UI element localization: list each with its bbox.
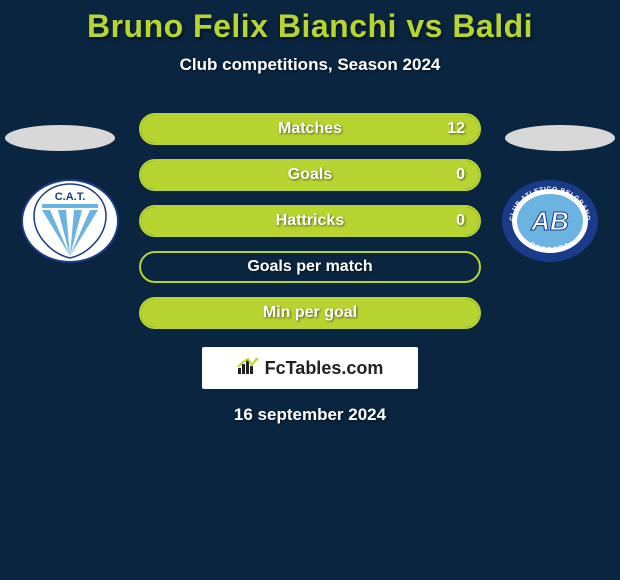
stat-row: Hattricks 0	[139, 205, 481, 237]
stat-label: Hattricks	[276, 212, 344, 230]
stat-row: Matches 12	[139, 113, 481, 145]
logo-text: FcTables.com	[265, 358, 384, 379]
stat-label: Matches	[278, 120, 342, 138]
fctables-logo[interactable]: FcTables.com	[202, 347, 418, 389]
club-badge-right: CLUB ATLETICO BELGRANO CORDOBA AB	[500, 178, 600, 264]
stat-value: 0	[456, 212, 465, 230]
player-left-oval	[5, 125, 115, 151]
player-right-oval	[505, 125, 615, 151]
badge-left-text: C.A.T.	[55, 191, 86, 203]
club-badge-left: C.A.T.	[20, 178, 120, 264]
stat-row: Min per goal	[139, 297, 481, 329]
comparison-card: Bruno Felix Bianchi vs Baldi Club compet…	[0, 0, 620, 580]
bar-chart-icon	[237, 356, 259, 381]
stat-value: 12	[447, 120, 465, 138]
page-title: Bruno Felix Bianchi vs Baldi	[0, 8, 620, 45]
stat-row: Goals 0	[139, 159, 481, 191]
stat-label: Goals per match	[247, 258, 372, 276]
badge-right-center: AB	[530, 206, 569, 236]
stat-row: Goals per match	[139, 251, 481, 283]
date-label: 16 september 2024	[0, 405, 620, 425]
stats-list: Matches 12 Goals 0 Hattricks 0 Goals per…	[139, 113, 481, 329]
stat-label: Min per goal	[263, 304, 357, 322]
stat-label: Goals	[288, 166, 332, 184]
subtitle: Club competitions, Season 2024	[0, 55, 620, 75]
stat-value: 0	[456, 166, 465, 184]
